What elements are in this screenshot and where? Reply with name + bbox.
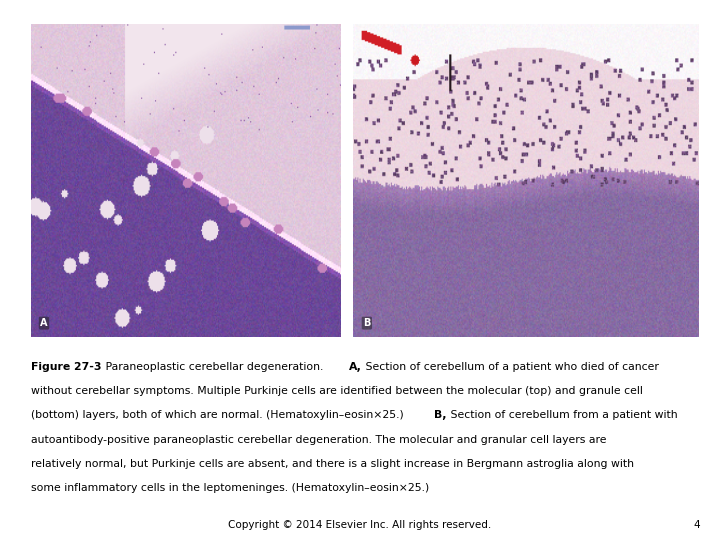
- Text: Copyright © 2014 Elsevier Inc. All rights reserved.: Copyright © 2014 Elsevier Inc. All right…: [228, 520, 492, 530]
- Text: some inflammatory cells in the leptomeninges. (Hematoxylin–eosin×25.): some inflammatory cells in the leptomeni…: [31, 483, 429, 494]
- Text: (bottom) layers, both of which are normal. (Hematoxylin–eosin×25.): (bottom) layers, both of which are norma…: [31, 410, 408, 421]
- Text: Figure 27-3: Figure 27-3: [31, 362, 102, 372]
- Text: B,: B,: [433, 410, 446, 421]
- Text: 4: 4: [693, 520, 700, 530]
- Text: B: B: [363, 318, 371, 328]
- Text: without cerebellar symptoms. Multiple Purkinje cells are identified between the : without cerebellar symptoms. Multiple Pu…: [31, 386, 643, 396]
- Text: Paraneoplastic cerebellar degeneration.: Paraneoplastic cerebellar degeneration.: [102, 362, 328, 372]
- Text: A: A: [40, 318, 48, 328]
- Text: relatively normal, but Purkinje cells are absent, and there is a slight increase: relatively normal, but Purkinje cells ar…: [31, 459, 634, 469]
- Text: Section of cerebellum from a patient with: Section of cerebellum from a patient wit…: [447, 410, 678, 421]
- Text: A,: A,: [349, 362, 362, 372]
- Text: autoantibody-positive paraneoplastic cerebellar degeneration. The molecular and : autoantibody-positive paraneoplastic cer…: [31, 435, 606, 445]
- Text: Section of cerebellum of a patient who died of cancer: Section of cerebellum of a patient who d…: [362, 362, 659, 372]
